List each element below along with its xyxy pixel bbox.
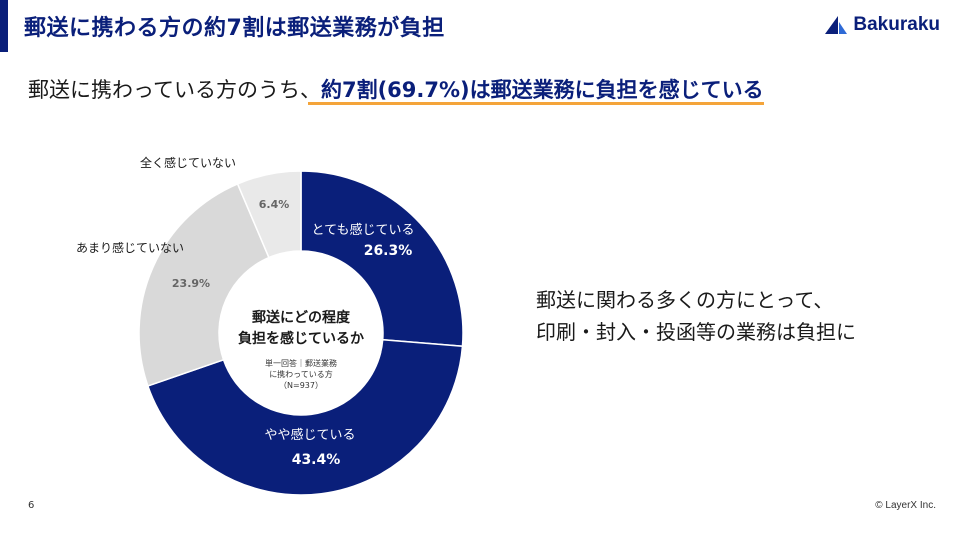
slice-value-very: 26.3% [364,243,413,259]
slice-label-somewhat: やや感じている [264,427,355,443]
side-message-line2: 印刷・封入・投函等の業務は負担に [536,320,856,344]
center-title-line2: 負担を感じているか [238,330,364,347]
page-title: 郵送に携わる方の約7割は郵送業務が負担 [24,16,445,41]
slice-value-somewhat: 43.4% [292,452,341,468]
center-title-line1: 郵送にどの程度 [252,309,351,326]
headline-prefix: 郵送に携わっている方のうち、 [28,78,321,102]
center-note-line3: （N=937） [279,381,323,390]
copyright: © LayerX Inc. [875,500,936,511]
slice-not-much [138,182,270,387]
slice-label-very: とても感じている [312,222,415,238]
logo-text: Bakuraku [853,14,940,35]
center-note-line1: 単一回答｜郵送業務 [265,358,337,368]
donut-slices [138,170,464,496]
slice-label-not-at-all: 全く感じていない [140,155,236,170]
slice-somewhat [146,338,464,496]
side-message-line1: 郵送に関わる多くの方にとって、 [536,288,834,312]
slice-very [300,170,464,348]
center-note-line2: に携わっている方 [269,369,333,379]
slice-value-not-at-all: 6.4% [259,198,290,211]
bakuraku-logo: Bakuraku [825,14,940,36]
slice-not-at-all [236,170,302,259]
title-accent-bar [0,0,8,52]
headline-highlight: 約7割(69.7%)は郵送業務に負担を感じている [320,78,764,102]
page-number: 6 [28,500,35,511]
side-message: 郵送に関わる多くの方にとって、 印刷・封入・投函等の業務は負担に [536,284,856,348]
slice-value-not-much: 23.9% [172,277,210,290]
bakuraku-logo-icon [825,16,848,34]
headline-underline [308,102,764,105]
slice-label-not-much: あまり感じていない [76,240,184,255]
headline: 郵送に携わっている方のうち、約7割(69.7%)は郵送業務に負担を感じている [28,74,764,104]
